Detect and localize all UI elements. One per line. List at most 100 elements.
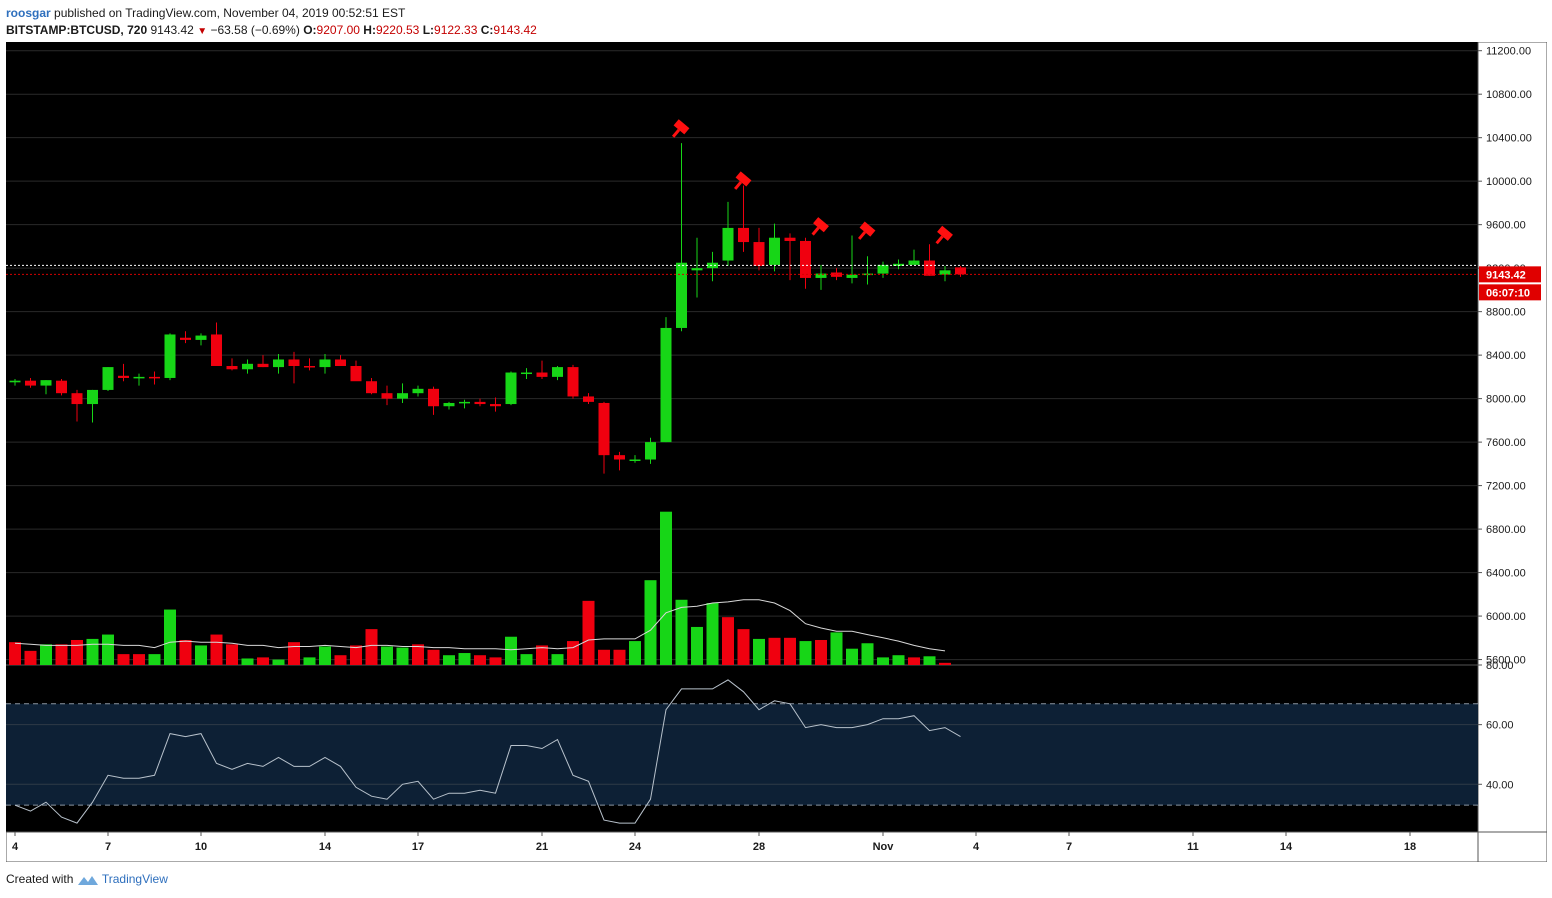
candle-body — [226, 366, 238, 370]
volume-bar — [257, 657, 269, 665]
price-tick-label: 6400.00 — [1486, 568, 1526, 580]
price-tick-label: 7600.00 — [1486, 437, 1526, 449]
last-price-label: 9143.42 — [1486, 269, 1526, 281]
volume-bar — [908, 657, 920, 665]
volume-bar — [722, 617, 734, 665]
hammer-marker-icon — [671, 119, 690, 138]
volume-bar — [706, 603, 719, 665]
volume-bar — [815, 639, 827, 665]
candle-body — [676, 262, 687, 328]
symbol-label: BITSTAMP:BTCUSD, 720 — [6, 23, 148, 37]
tradingview-logo-icon — [77, 875, 98, 885]
hammer-handle — [935, 235, 944, 245]
price-tick-label: 10400.00 — [1486, 133, 1532, 145]
volume-bar — [489, 657, 502, 665]
high-label: H: — [363, 23, 376, 37]
time-tick-label: 11 — [1187, 841, 1199, 853]
candle-body — [319, 359, 331, 368]
time-tick-label: 4 — [973, 841, 980, 853]
tradingview-link[interactable]: TradingView — [101, 872, 168, 886]
last-price: 9143.42 — [150, 23, 194, 37]
volume-bar — [133, 654, 145, 665]
candle-body — [304, 366, 315, 368]
volume-bar — [567, 641, 579, 665]
volume-bar — [458, 653, 471, 665]
candle-body — [164, 334, 176, 378]
volume-bar — [799, 641, 812, 665]
chart-canvas[interactable]: 5600.00 6000.00 6400.00 6800.00 7200.00 7600.… — [6, 42, 1547, 862]
candle-body — [893, 263, 904, 266]
candle-body — [180, 337, 191, 340]
candle-body — [738, 227, 749, 243]
candle-body — [71, 393, 83, 405]
candle-body — [645, 442, 656, 460]
price-tick-label: 8800.00 — [1486, 307, 1526, 319]
volume-bar — [443, 655, 455, 665]
volume-bar — [768, 637, 781, 665]
candle-body — [335, 359, 346, 367]
hammer-marker-icon — [811, 217, 829, 236]
hammer-handle — [811, 226, 820, 236]
candle-body — [567, 367, 579, 397]
price-tick-label: 7200.00 — [1486, 481, 1526, 493]
time-tick-label: 7 — [105, 841, 111, 853]
volume-bar — [753, 638, 765, 665]
low-label: L: — [422, 23, 435, 37]
candle-body — [924, 260, 935, 276]
last-price-tag — [1479, 266, 1541, 283]
time-tick-label: 21 — [536, 841, 548, 853]
price-change: −63.58 (−0.69%) — [210, 23, 300, 37]
candle-body — [366, 381, 377, 394]
rsi-line — [14, 679, 961, 824]
author-link[interactable]: roosgar — [6, 6, 51, 20]
volume-bar — [629, 641, 641, 665]
volume-bar — [334, 655, 347, 665]
volume-bar — [71, 639, 83, 665]
candle-body — [800, 240, 811, 278]
ohlc-line: BITSTAMP:BTCUSD, 720 9143.42 ▼ −63.58 (−… — [6, 22, 537, 40]
volume-bar — [55, 644, 68, 665]
candle-body — [25, 380, 36, 386]
candle-body — [536, 372, 548, 377]
candle-body — [598, 402, 610, 456]
volume-bar — [179, 639, 192, 665]
volume-bar — [195, 645, 207, 665]
candle-body — [9, 380, 21, 383]
candle-body — [490, 404, 501, 407]
candle-body — [397, 393, 408, 399]
volume-bar — [613, 649, 626, 665]
hammer-handle — [857, 231, 867, 240]
volume-bar — [551, 654, 564, 665]
volume-bar — [381, 646, 393, 665]
time-tick-label: Nov — [873, 841, 895, 853]
countdown-tag — [1479, 284, 1541, 301]
candle-body — [614, 455, 625, 460]
hammer-head — [859, 221, 876, 237]
volume-bar — [303, 657, 316, 665]
hammer-head — [735, 171, 752, 187]
time-tick-label: 10 — [195, 841, 207, 853]
time-tick-label: 7 — [1066, 841, 1072, 853]
candle-body — [831, 272, 842, 277]
low-value: 9122.33 — [434, 23, 478, 37]
candle-body — [877, 264, 889, 274]
publish-line: roosgar published on TradingView.com, No… — [6, 5, 537, 22]
candle-body — [505, 372, 517, 405]
open-value: 9207.00 — [316, 23, 360, 37]
candle-body — [722, 227, 734, 261]
open-label: O: — [303, 23, 317, 37]
footer: Created with TradingView — [6, 872, 168, 887]
volume-bar — [350, 645, 362, 665]
time-tick-label: 4 — [12, 841, 19, 853]
volume-bar — [102, 634, 114, 665]
candle-body — [815, 273, 827, 278]
volume-bar — [691, 626, 703, 665]
volume-bar — [582, 600, 595, 665]
candle-body — [583, 396, 594, 402]
hammer-handle — [671, 128, 681, 138]
down-triangle-icon: ▼ — [197, 26, 208, 37]
candle-body — [660, 327, 672, 443]
high-value: 9220.53 — [375, 23, 420, 37]
volume-bar — [9, 642, 21, 665]
rsi-tick-label: 80.00 — [1486, 660, 1514, 672]
